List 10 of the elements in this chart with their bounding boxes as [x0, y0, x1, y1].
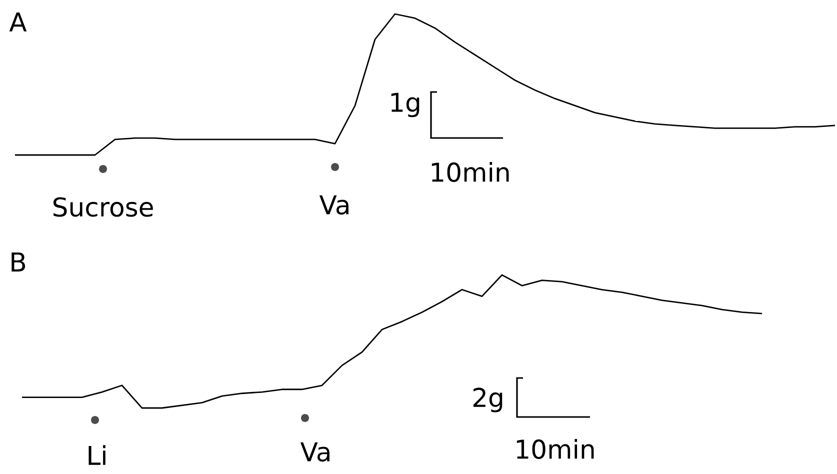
- text: 10min: [516, 438, 594, 460]
- text: Li: [88, 445, 106, 465]
- annotation: 2g: [473, 388, 502, 412]
- chart-title: B: [12, 252, 26, 272]
- text: Sucrose: [53, 197, 153, 217]
- text: Va: [319, 195, 348, 215]
- annotation: 1g: [391, 92, 420, 118]
- chart-title: A: [9, 12, 27, 32]
- text: Va: [300, 442, 330, 462]
- text: 10min: [432, 162, 509, 182]
